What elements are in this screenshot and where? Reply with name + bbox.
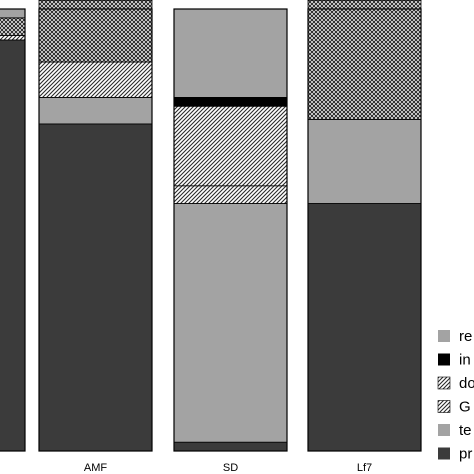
legend-swatch xyxy=(438,424,450,436)
bar-segment-Lf7-te xyxy=(307,119,422,204)
legend-swatch xyxy=(437,400,451,413)
bar-segment-SD-do xyxy=(173,105,288,187)
bar-segment-first-pr xyxy=(0,39,26,452)
bar-segment-AMF-do xyxy=(38,61,153,98)
legend-label: G xyxy=(459,399,471,416)
legend-label: in xyxy=(459,352,471,369)
legend-swatch xyxy=(438,353,450,366)
legend: re in do Gte pr xyxy=(437,328,474,463)
category-labels: AMF SD Lf7 xyxy=(84,462,372,474)
bar-outline-SD xyxy=(173,8,288,452)
bar-outline-first xyxy=(0,8,26,452)
bar-segment-Lf7-re xyxy=(307,0,422,120)
bar-segment-SD-te xyxy=(173,203,288,443)
legend-swatch xyxy=(438,447,450,460)
bar-outline-AMF xyxy=(38,8,153,452)
bar-segment-SD-top xyxy=(173,8,288,98)
bar-segment-first-top xyxy=(0,8,26,19)
legend-label: re xyxy=(459,328,472,345)
legend-label: pr xyxy=(459,446,472,463)
bar-segment-AMF-re xyxy=(38,0,153,63)
bar-segment-SD-in xyxy=(173,97,288,107)
bar-outline-Lf7 xyxy=(307,8,422,452)
bar-segment-AMF-pr xyxy=(38,123,153,452)
legend-label: te xyxy=(459,422,472,439)
category-label: SD xyxy=(223,462,238,474)
category-label: AMF xyxy=(84,462,108,474)
bar-segment-first-do xyxy=(0,35,26,41)
legend-swatch xyxy=(438,330,450,342)
bar-segment-SD-pr xyxy=(173,441,288,452)
bar-segment-SD-G xyxy=(173,185,288,204)
bars-layer xyxy=(0,0,422,452)
legend-label: do xyxy=(459,375,474,392)
bar-segment-first-re xyxy=(0,17,26,36)
bar-segment-AMF-te xyxy=(38,97,153,125)
legend-swatch xyxy=(437,376,451,390)
category-label: Lf7 xyxy=(357,462,372,474)
bar-segment-Lf7-pr xyxy=(307,203,422,452)
